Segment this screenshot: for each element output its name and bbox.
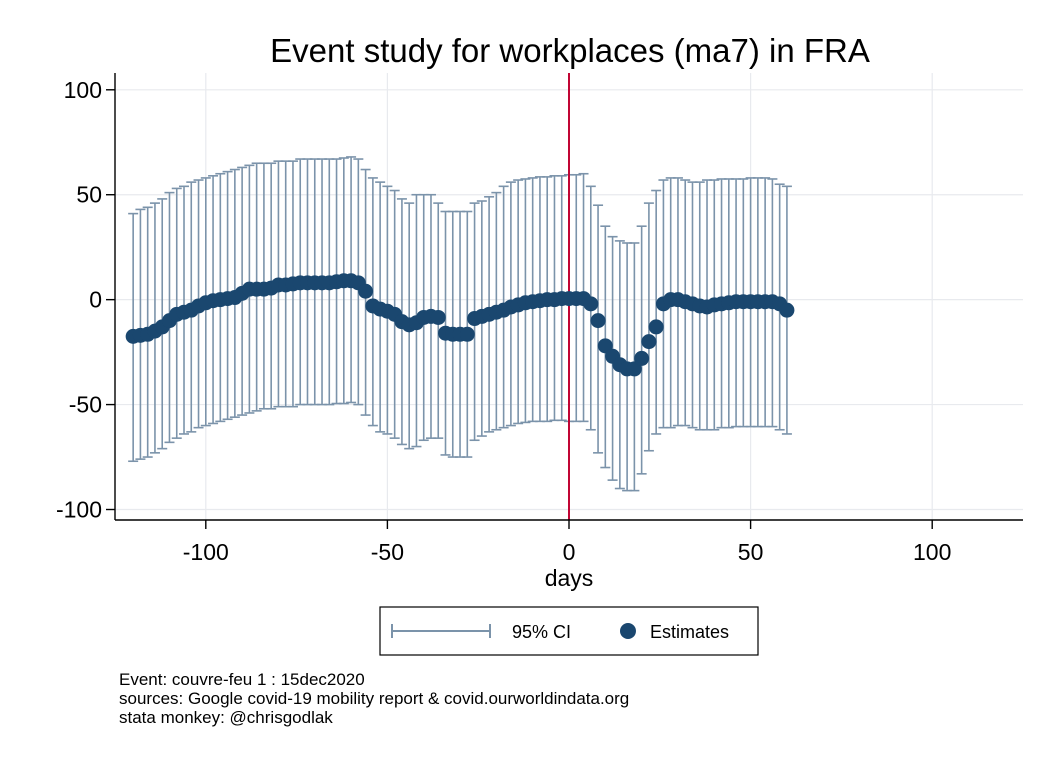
- estimate-points: [125, 273, 795, 377]
- note-credit: stata monkey: @chrisgodlak: [119, 708, 333, 727]
- x-tick-label: -50: [371, 539, 404, 565]
- ci-bars: [128, 156, 792, 492]
- estimate-point: [634, 350, 650, 366]
- legend-estimates-swatch: [620, 623, 636, 639]
- x-tick-label: -100: [183, 539, 229, 565]
- y-tick-label: -50: [69, 392, 102, 418]
- legend-label-ci: 95% CI: [512, 622, 571, 642]
- y-tick-label: -100: [56, 497, 102, 523]
- estimate-point: [430, 309, 446, 325]
- estimate-point: [590, 313, 606, 329]
- estimate-point: [779, 302, 795, 318]
- legend-label-estimates: Estimates: [650, 622, 729, 642]
- x-axis-label: days: [545, 565, 594, 591]
- note-event: Event: couvre-feu 1 : 15dec2020: [119, 670, 365, 689]
- chart-notes: Event: couvre-feu 1 : 15dec2020 sources:…: [119, 670, 629, 727]
- legend: 95% CI Estimates: [379, 606, 759, 656]
- ci-bar: [651, 189, 662, 435]
- estimate-point: [358, 283, 374, 299]
- note-sources: sources: Google covid-19 mobility report…: [119, 689, 630, 708]
- y-tick-label: 100: [64, 77, 102, 103]
- estimate-point: [583, 296, 599, 312]
- estimate-point: [459, 326, 475, 342]
- ci-bar: [593, 204, 604, 454]
- x-tick-label: 0: [563, 539, 576, 565]
- y-tick-label: 50: [76, 182, 102, 208]
- x-tick-label: 100: [913, 539, 951, 565]
- y-tick-label: 0: [89, 287, 102, 313]
- estimate-point: [641, 334, 657, 350]
- estimate-point: [597, 338, 613, 354]
- legend-ci-swatch: [391, 624, 491, 638]
- ci-bar: [636, 225, 647, 475]
- ticks: 100 50 0 -50 -100 -100 -50 0 50 100: [56, 77, 951, 565]
- estimate-point: [648, 319, 664, 335]
- estimate-point: [626, 361, 642, 377]
- x-tick-label: 50: [738, 539, 764, 565]
- chart-title: Event study for workplaces (ma7) in FRA: [270, 32, 870, 69]
